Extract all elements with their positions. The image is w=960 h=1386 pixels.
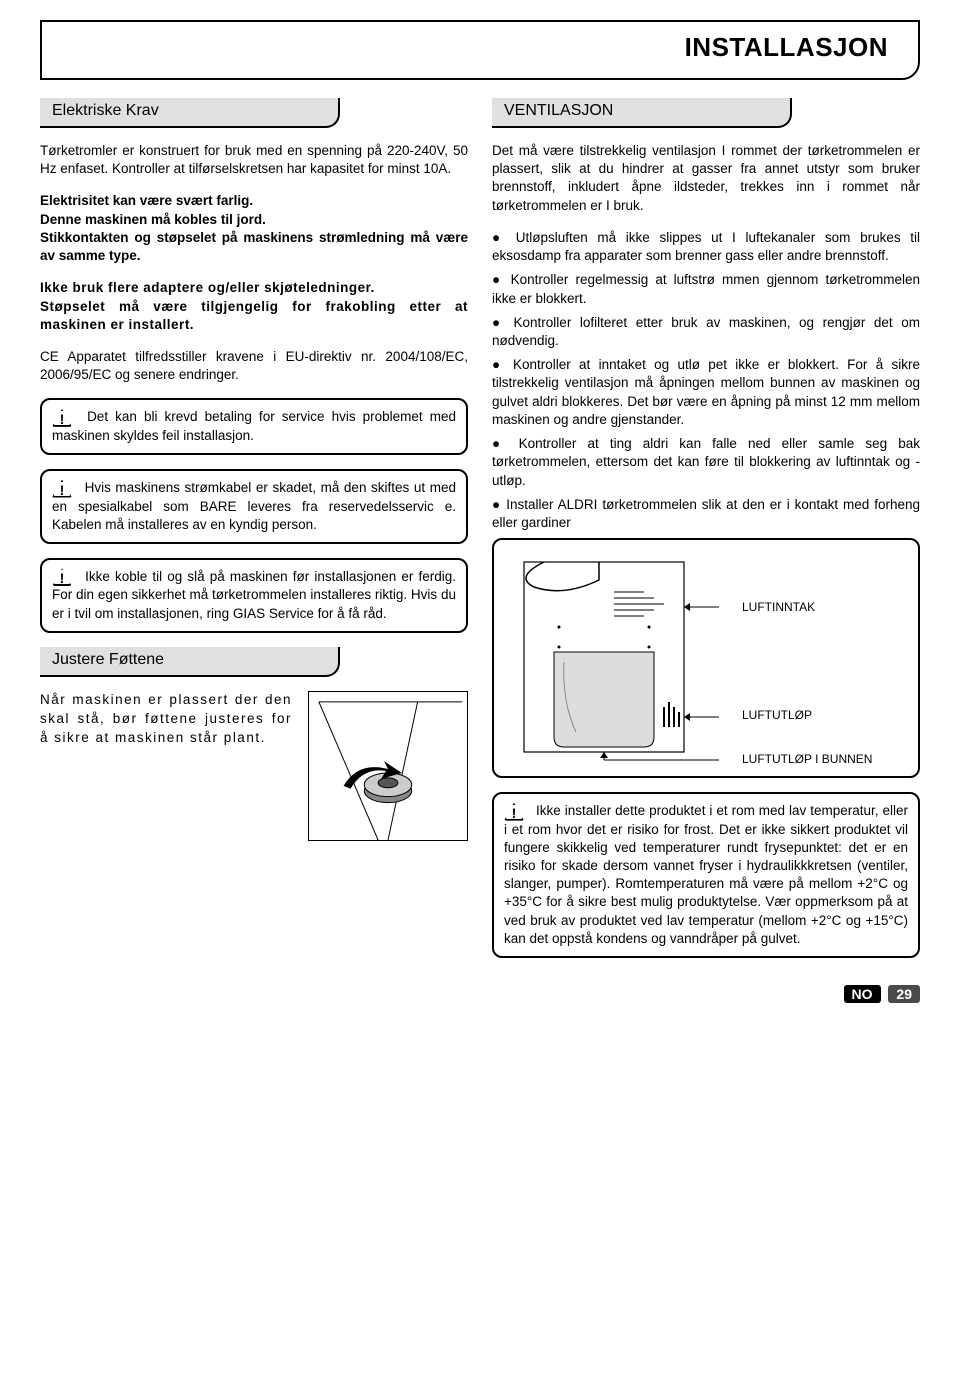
title-bar: INSTALLASJON [40, 20, 920, 80]
section-electrical-tab: Elektriske Krav [40, 98, 340, 128]
warn3-text: Ikke koble til og slå på maskinen før in… [52, 569, 456, 621]
warn-box-service: Det kan bli krevd betaling for service h… [40, 398, 468, 455]
ventilation-bullets: Utløpsluften må ikke slippes ut I luftek… [492, 229, 920, 532]
warn2-text: Hvis maskinens strømkabel er skadet, må … [52, 480, 456, 532]
foot-adjust-icon [309, 692, 467, 840]
dryer-icon [504, 552, 724, 762]
bullet-item: Kontroller at inntaket og utlø pet ikke … [492, 356, 920, 429]
left-column: Elektriske Krav Tørketromler er konstrue… [40, 98, 468, 972]
lang-badge: NO [844, 985, 881, 1003]
bullet-item: Kontroller lofilteret etter bruk av mask… [492, 314, 920, 350]
bullet-item: Installer ALDRI tørketrommelen slik at d… [492, 496, 920, 532]
feet-text: Når maskinen er plassert der den skal st… [40, 691, 292, 748]
bullet-item: Utløpsluften må ikke slippes ut I luftek… [492, 229, 920, 265]
feet-row: Når maskinen er plassert der den skal st… [40, 691, 468, 841]
page-number: 29 [888, 985, 920, 1003]
columns: Elektriske Krav Tørketromler er konstrue… [40, 98, 920, 972]
right-column: VENTILASJON Det må være tilstrekkelig ve… [492, 98, 920, 972]
ventilation-p1: Det må være tilstrekkelig ventilasjon I … [492, 142, 920, 215]
page-root: INSTALLASJON Elektriske Krav Tørketromle… [0, 0, 960, 1022]
section-feet-tab: Justere Føttene [40, 647, 340, 677]
warn1-text: Det kan bli krevd betaling for service h… [52, 409, 456, 442]
warning-icon [504, 803, 524, 821]
ventilation-diagram: LUFTINNTAK LUFTUTLØP LUFTUTLØP I BUNNEN [492, 538, 920, 778]
warn-box-temperature: Ikke installer dette produktet i et rom … [492, 792, 920, 958]
warning-icon [52, 409, 72, 427]
warning-icon [52, 480, 72, 498]
diagram-label-intake: LUFTINNTAK [742, 600, 815, 614]
diagram-label-bottom: LUFTUTLØP I BUNNEN [742, 752, 872, 766]
bullet-item: Kontroller regelmessig at luftstrø mmen … [492, 271, 920, 307]
warn-box-cable: Hvis maskinens strømkabel er skadet, må … [40, 469, 468, 544]
diagram-label-outlet: LUFTUTLØP [742, 708, 812, 722]
electrical-p3: Ikke bruk flere adaptere og/eller skjøte… [40, 279, 468, 334]
warn-temp-text: Ikke installer dette produktet i et rom … [504, 803, 908, 946]
electrical-p1: Tørketromler er konstruert for bruk med … [40, 142, 468, 178]
electrical-p2: Elektrisitet kan være svært farlig. Denn… [40, 192, 468, 265]
feet-adjust-image [308, 691, 468, 841]
electrical-p4: CE Apparatet tilfredsstiller kravene i E… [40, 348, 468, 384]
warning-icon [52, 568, 72, 586]
page-footer: NO 29 [40, 986, 920, 1002]
warn-box-install: Ikke koble til og slå på maskinen før in… [40, 558, 468, 633]
page-title: INSTALLASJON [72, 32, 888, 63]
section-ventilation-tab: VENTILASJON [492, 98, 792, 128]
bullet-item: Kontroller at ting aldri kan falle ned e… [492, 435, 920, 490]
